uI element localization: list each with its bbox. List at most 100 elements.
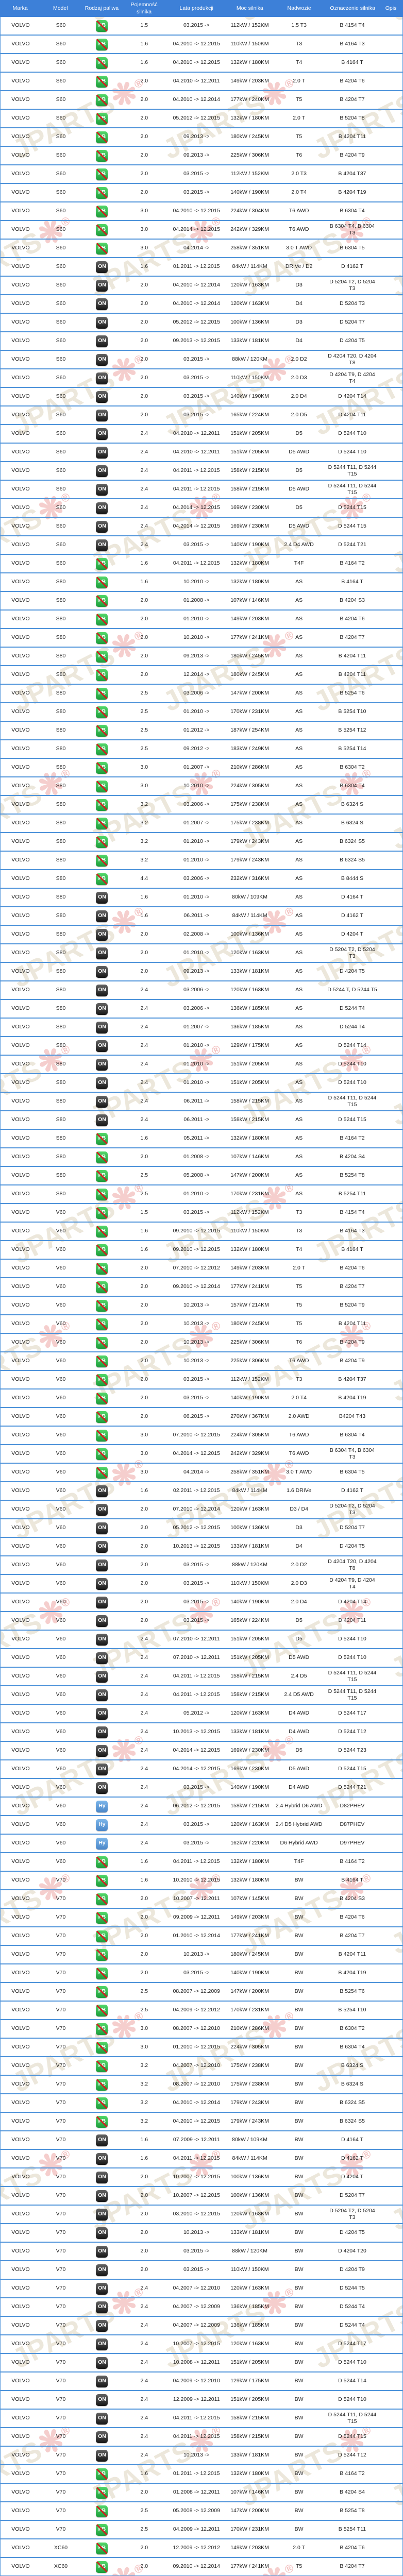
fuel-badge-pb-icon: PB [96,1225,108,1238]
description-cell [378,1408,402,1426]
fuel-type-cell: PB [81,777,123,795]
description-cell [378,73,402,90]
fuel-badge-pb-icon: PB [96,595,108,607]
production-years-cell: 03.2015 -> [183,412,210,418]
column-header-moc-silnika: Moc silnika [236,5,263,11]
production-years-cell: 05.2012 -> 12.2015 [173,319,220,326]
description-cell [378,1501,402,1518]
engine-capacity-cell: 1.6 [140,2137,148,2143]
engine-power-cell: 129kW / 175KM [230,1042,269,1049]
description-cell [378,1389,402,1407]
production-years-cell: 05.2012 -> 12.2015 [173,115,220,122]
engine-power-cell: 151kW / 205KM [230,1654,269,1661]
engine-power-cell: 110kW / 150KM [230,1580,269,1587]
description-cell [378,648,402,665]
brand-cell: VOLVO [11,2248,30,2255]
fuel-type-cell: PB [81,1464,123,1481]
engine-code-cell: B 6324 S5 [339,838,365,845]
table-row: VOLVO S60 ON 2.0 09.2013 -> 12.2015 133k… [1,331,402,350]
engine-power-cell: 210kW / 286KM [230,2025,269,2032]
description-cell [378,2076,402,2093]
description-cell [378,815,402,832]
description-cell [378,703,402,721]
model-cell: S60 [56,300,66,307]
model-cell: S80 [56,912,66,919]
model-cell: V60 [56,1562,66,1568]
production-years-cell: 10.2007 -> 12.2015 [173,2192,220,2199]
table-row: VOLVO S60 PB 2.0 03.2015 -> 112kW / 152K… [1,164,402,183]
production-years-cell: 04.2014 -> 12.2015 [173,504,220,511]
brand-cell: VOLVO [11,1061,30,1067]
body-type-cell: D3 [295,1524,303,1531]
fuel-badge-pb-icon: PB [96,706,108,718]
table-row: VOLVO V70 PB 2.0 09.2009 -> 12.2011 149k… [1,1908,402,1926]
fuel-type-cell: ON [81,907,123,925]
model-cell: V70 [56,2007,66,2013]
description-cell [378,2317,402,2334]
table-row: VOLVO S80 PB 2.5 03.2006 -> 147kW / 200K… [1,684,402,702]
production-years-cell: 02.2008 -> [183,931,210,938]
table-row: VOLVO V70 ON 2.0 10.2007 -> 12.2015 100k… [1,2186,402,2205]
fuel-type-cell: ON [81,889,123,906]
fuel-type-cell: PB [81,73,123,90]
engine-code-cell: B 6324 S5 [339,2118,365,2125]
table-row: VOLVO V60 Hy 2.4 03.2015 -> 120kW / 163K… [1,1815,402,1834]
table-row: VOLVO V70 PB 2.0 01.2010 -> 12.2014 177k… [1,1926,402,1945]
fuel-type-cell: ON [81,2447,123,2464]
engine-code-cell: D 5244 T21 [338,1784,366,1791]
table-row: VOLVO S80 ON 2.4 03.2006 -> 136kW / 185K… [1,999,402,1018]
production-years-cell: 06.2011 -> [183,1116,210,1123]
model-cell: V60 [56,1358,66,1364]
model-cell: S80 [56,894,66,901]
model-cell: S80 [56,1191,66,1197]
engine-code-cell: B 5254 T12 [338,727,366,734]
engine-code-cell: B 4164 T2 [340,1135,365,1142]
engine-power-cell: 140kW / 190KM [230,1970,269,1976]
engine-capacity-cell: 2.0 [140,96,148,103]
engine-capacity-cell: 2.4 [140,1098,148,1105]
fuel-type-cell: PB [81,128,123,146]
fuel-badge-on-icon: ON [96,2375,108,2387]
fuel-type-cell: PB [81,870,123,888]
brand-cell: VOLVO [11,2155,30,2162]
model-cell: V60 [56,1265,66,1272]
fuel-badge-on-icon: ON [96,2190,108,2202]
production-years-cell: 10.2010 -> [183,579,210,585]
brand-cell: VOLVO [11,486,30,493]
model-cell: V70 [56,2248,66,2255]
fuel-type-cell: ON [81,2354,123,2371]
engine-power-cell: 147kW / 200KM [230,1988,269,1995]
engine-capacity-cell: 2.0 [140,2248,148,2255]
fuel-type-cell: PB [81,2465,123,2483]
engine-power-cell: 110kW / 150KM [230,41,269,47]
engine-code-cell: D 4204 T11 [338,412,366,418]
fuel-type-cell: PB [81,1983,123,2001]
fuel-type-cell: ON [81,2261,123,2279]
brand-cell: VOLVO [11,300,30,307]
fuel-badge-on-icon: ON [96,298,108,310]
model-cell: S80 [56,1135,66,1142]
fuel-badge-on-icon: ON [96,520,108,533]
body-type-cell: AS [295,764,303,771]
engine-code-cell: B 6324 S [341,820,364,826]
engine-code-cell: B 4164 T [341,1246,363,1253]
model-cell: S80 [56,708,66,715]
engine-power-cell: 158kW / 215KM [230,2415,269,2421]
engine-power-cell: 110kW / 150KM [230,2266,269,2273]
model-cell: V70 [56,2452,66,2459]
fuel-badge-on-icon: ON [96,483,108,496]
engine-capacity-cell: 2.4 [140,1024,148,1030]
model-cell: V70 [56,2526,66,2533]
engine-code-cell: B 6304 T4 [340,1432,365,1438]
brand-cell: VOLVO [11,1228,30,1234]
fuel-type-cell: ON [81,1705,123,1722]
description-cell [378,889,402,906]
engine-code-cell: D 5244 T5 [340,2285,365,2292]
table-row: VOLVO S60 ON 2.0 03.2015 -> 165kW / 224K… [1,405,402,424]
fuel-type-cell: ON [81,1482,123,1500]
model-cell: S60 [56,263,66,270]
engine-code-cell: B 4204 S3 [339,1895,365,1902]
body-type-cell: 2.0 D3 [291,375,307,381]
engine-code-cell: D 4162 T [341,912,363,919]
fuel-type-cell: PB [81,2484,123,2501]
